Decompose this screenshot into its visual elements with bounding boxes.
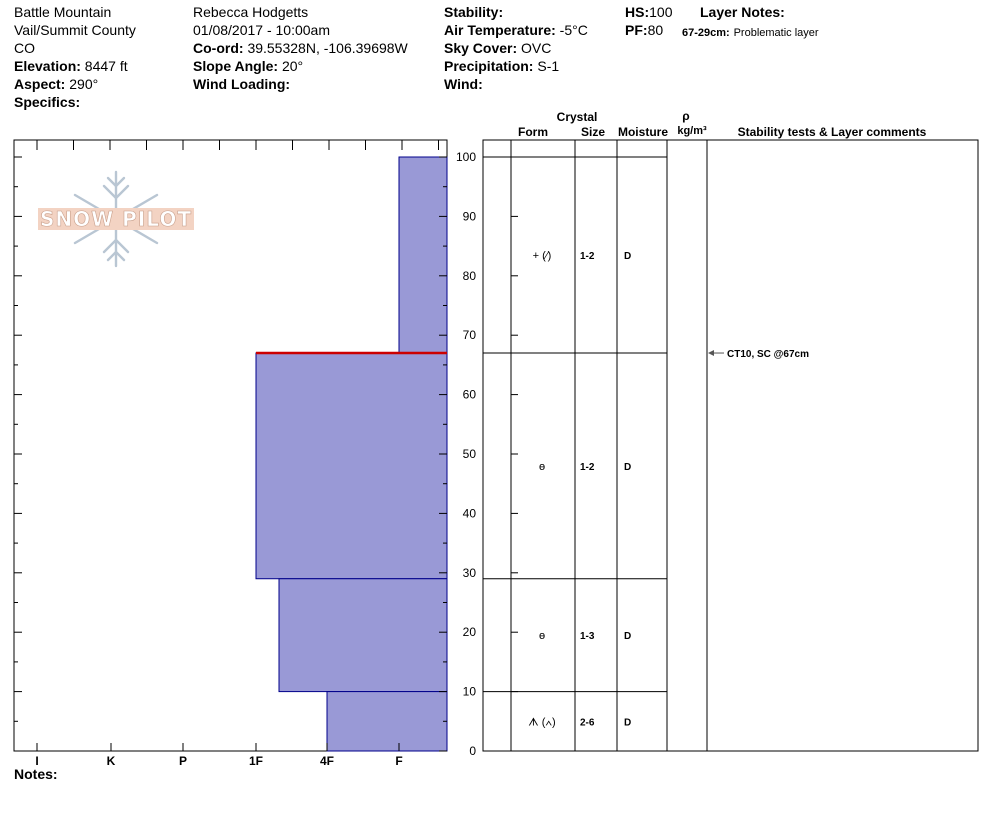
coord-label: Co-ord: — [193, 40, 244, 56]
location: Battle Mountain — [14, 4, 112, 20]
moisture-header: Moisture — [618, 125, 668, 139]
elevation-label: Elevation: — [14, 58, 81, 74]
layer-moisture-1: D — [624, 462, 631, 473]
observer: Rebecca Hodgetts — [193, 4, 309, 20]
sky-cover-value: OVC — [521, 40, 552, 56]
slope-angle: Slope Angle: 20° — [193, 57, 303, 75]
height-label-90: 90 — [463, 209, 477, 223]
pf: PF:80 — [625, 21, 663, 39]
layer-size-2: 1-3 — [580, 631, 595, 642]
slope-value: 20° — [281, 58, 304, 74]
height-label-40: 40 — [463, 506, 477, 520]
state: CO — [14, 40, 35, 56]
layer-size-3: 2-6 — [580, 717, 595, 728]
air-temp-label: Air Temperature: — [444, 22, 556, 38]
layer-moisture-0: D — [624, 251, 631, 262]
height-label-30: 30 — [463, 566, 477, 580]
hardness-layer-1 — [255, 352, 448, 580]
layer-size-0: 1-2 — [580, 251, 595, 262]
region: Vail/Summit County — [14, 22, 136, 38]
aspect-value: 290° — [69, 76, 99, 92]
specifics-label: Specifics: — [14, 94, 81, 110]
layer-size-1: 1-2 — [580, 462, 595, 473]
stability-test-0: CT10, SC @67cm — [727, 349, 809, 360]
crystal-header: Crystal — [557, 110, 598, 124]
stability-header: Stability tests & Layer comments — [738, 125, 927, 139]
notes-label: Notes: — [14, 766, 58, 782]
height-label-0: 0 — [469, 744, 476, 758]
layer-note-text: Problematic layer — [733, 27, 819, 39]
precipitation: Precipitation: S-1 — [444, 57, 559, 75]
table-frame — [482, 139, 979, 752]
layer-form-2: ɵ — [539, 630, 545, 642]
aspect-label: Aspect: — [14, 76, 66, 92]
hardness-label-P: P — [179, 754, 187, 768]
stability-arrow — [708, 350, 714, 357]
layer-note-range: 67-29cm: — [682, 27, 730, 39]
sky-cover: Sky Cover: OVC — [444, 39, 551, 57]
density-unit-header: kg/m³ — [677, 125, 707, 137]
snowpilot-logo: SNOW PILOT — [38, 170, 198, 270]
hardness-label-1F: 1F — [249, 754, 263, 768]
hardness-label-K: K — [107, 754, 116, 768]
elevation-value: 8447 ft — [84, 58, 128, 74]
hardness-layer-3 — [326, 691, 448, 752]
size-header: Size — [581, 125, 605, 139]
sky-cover-label: Sky Cover: — [444, 40, 518, 56]
height-label-80: 80 — [463, 269, 477, 283]
pf-value: 80 — [647, 22, 664, 38]
layer-form-0: + (⁄) — [533, 250, 552, 262]
height-label-20: 20 — [463, 625, 477, 639]
logo-text: SNOW PILOT — [38, 208, 194, 230]
layer-note: 67-29cm: Problematic layer — [682, 22, 819, 42]
height-label-70: 70 — [463, 328, 477, 342]
form-header: Form — [518, 125, 548, 139]
datetime: 01/08/2017 - 10:00am — [193, 22, 330, 38]
wind-label: Wind: — [444, 76, 483, 92]
coord-value: 39.55328N, -106.39698W — [247, 40, 408, 56]
stability-label: Stability: — [444, 4, 504, 20]
aspect: Aspect: 290° — [14, 75, 98, 93]
hardness-label-4F: 4F — [320, 754, 334, 768]
layer-notes-label: Layer Notes: — [700, 4, 785, 20]
rho-header: ρ — [682, 109, 689, 123]
layer-form-3: ᗑ (∧) — [528, 716, 555, 728]
elevation: Elevation: 8447 ft — [14, 57, 128, 75]
wind-loading-label: Wind Loading: — [193, 76, 291, 92]
layer-form-1: ɵ — [539, 461, 545, 473]
precip-label: Precipitation: — [444, 58, 534, 74]
hardness-layer-0 — [398, 156, 448, 354]
hs-value: 100 — [649, 4, 673, 20]
precip-value: S-1 — [537, 58, 560, 74]
air-temp-value: -5°C — [559, 22, 588, 38]
hardness-layer-2 — [278, 578, 448, 693]
height-label-100: 100 — [456, 150, 476, 164]
height-label-50: 50 — [463, 447, 477, 461]
height-label-60: 60 — [463, 388, 477, 402]
layer-moisture-3: D — [624, 717, 631, 728]
hs-label: HS: — [625, 4, 650, 20]
coordinates: Co-ord: 39.55328N, -106.39698W — [193, 39, 408, 57]
hardness-label-I: I — [35, 754, 38, 768]
slope-label: Slope Angle: — [193, 58, 279, 74]
layer-moisture-2: D — [624, 631, 631, 642]
pf-label: PF: — [625, 22, 648, 38]
hs: HS:100 — [625, 3, 672, 21]
hardness-label-F: F — [395, 754, 402, 768]
air-temperature: Air Temperature: -5°C — [444, 21, 588, 39]
height-label-10: 10 — [463, 685, 477, 699]
